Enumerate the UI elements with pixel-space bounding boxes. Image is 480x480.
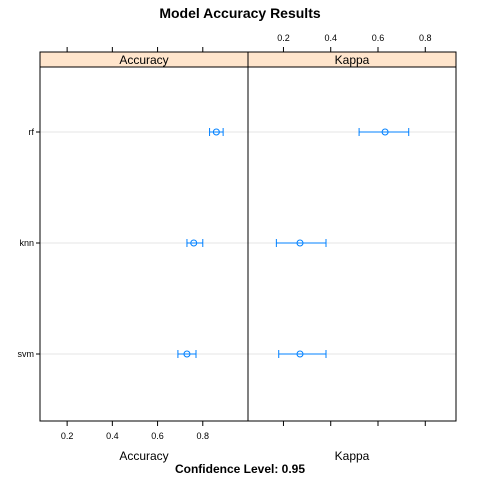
x-tick-label-kappa-0: 0.2 — [277, 33, 290, 43]
panel-frame-accuracy — [39, 66, 249, 422]
x-tick-label-accuracy-0: 0.2 — [61, 431, 74, 441]
x-axis-label-accuracy: Accuracy — [119, 449, 168, 463]
point-estimate-accuracy-svm — [183, 350, 191, 358]
point-estimate-kappa-knn — [296, 239, 304, 247]
chart-footer: Confidence Level: 0.95 — [175, 462, 305, 476]
point-estimate-kappa-rf — [381, 128, 389, 136]
x-tick-label-kappa-1: 0.4 — [324, 33, 337, 43]
x-tick-label-accuracy-1: 0.4 — [106, 431, 119, 441]
x-axis-label-kappa: Kappa — [335, 449, 370, 463]
point-estimate-kappa-svm — [296, 350, 304, 358]
plot-area: rf knn svm Accuracy 0.2 0.4 0.6 0.8 Accuracy Kapp… — [18, 33, 457, 463]
strip-label-accuracy: Accuracy — [119, 53, 168, 67]
strip-label-kappa: Kappa — [335, 53, 370, 67]
chart-title: Model Accuracy Results — [159, 5, 321, 21]
x-tick-label-kappa-3: 0.8 — [419, 33, 432, 43]
point-estimate-accuracy-knn — [190, 239, 198, 247]
y-tick-label-svm: svm — [18, 349, 35, 359]
y-tick-label-knn: knn — [19, 238, 34, 248]
x-tick-label-accuracy-3: 0.8 — [197, 431, 210, 441]
x-tick-label-accuracy-2: 0.6 — [151, 431, 164, 441]
panel-frame-kappa — [247, 66, 457, 422]
y-tick-label-rf: rf — [29, 127, 35, 137]
point-estimate-accuracy-rf — [212, 128, 220, 136]
x-tick-label-kappa-2: 0.6 — [372, 33, 385, 43]
